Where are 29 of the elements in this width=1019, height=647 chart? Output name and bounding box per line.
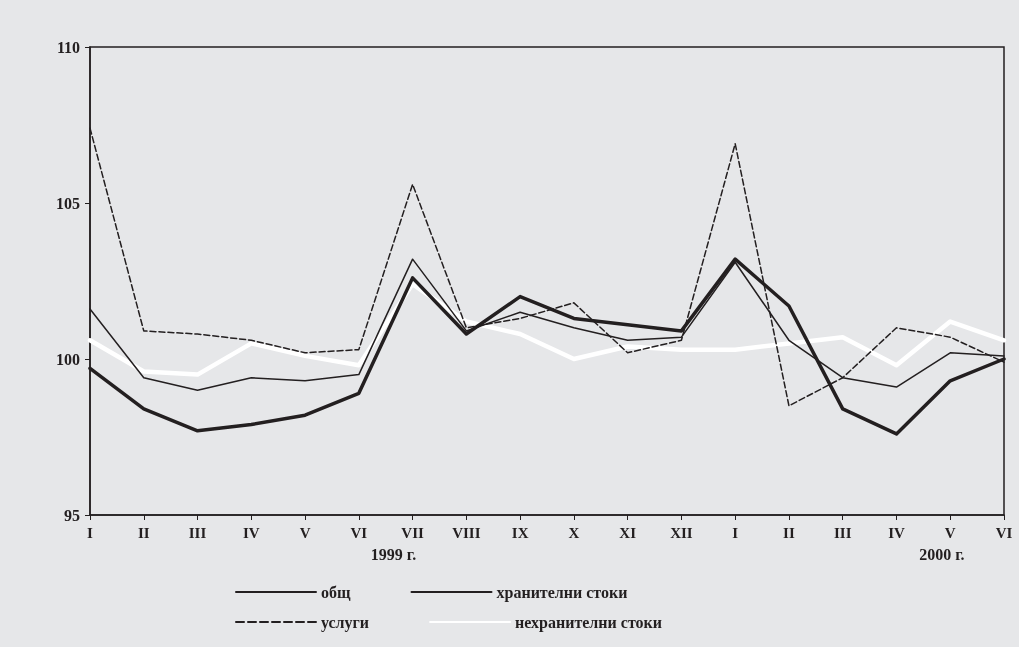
x-tick-label: VIII (452, 524, 481, 541)
x-tick-label: V (299, 524, 311, 541)
x-tick-label: IV (888, 524, 905, 541)
legend-label: общ (321, 583, 351, 601)
text: 1999 г. (370, 545, 417, 563)
x-tick-label: IV (242, 524, 260, 541)
y-tick-label: 110 (56, 38, 80, 56)
x-tick-label: III (188, 524, 207, 541)
legend-label: нехранителни стоки (515, 613, 662, 632)
x-tick-label: IX (511, 524, 529, 541)
legend-label: хранителни стоки (496, 583, 628, 602)
x-tick-label: I (87, 524, 94, 541)
x-tick-label: II (783, 524, 795, 541)
text: 2000 г. (919, 545, 965, 563)
x-tick-label: VI (350, 524, 368, 541)
x-tick-label: XI (619, 524, 637, 541)
y-tick-label: 105 (56, 194, 80, 212)
x-tick-label: III (833, 524, 852, 541)
x-tick-label: VI (995, 524, 1013, 541)
line-series (87, 281, 1007, 377)
x-tick-label: V (944, 524, 956, 541)
x-tick-label: XII (670, 524, 693, 541)
x-tick-label: I (732, 524, 739, 541)
x-tick-label: VII (401, 524, 424, 541)
legend-label: услуги (321, 613, 370, 632)
x-tick-label: X (568, 524, 580, 541)
y-tick-label: 95 (64, 506, 80, 524)
x-tick-label: II (137, 524, 150, 541)
y-tick-label: 100 (56, 350, 80, 368)
